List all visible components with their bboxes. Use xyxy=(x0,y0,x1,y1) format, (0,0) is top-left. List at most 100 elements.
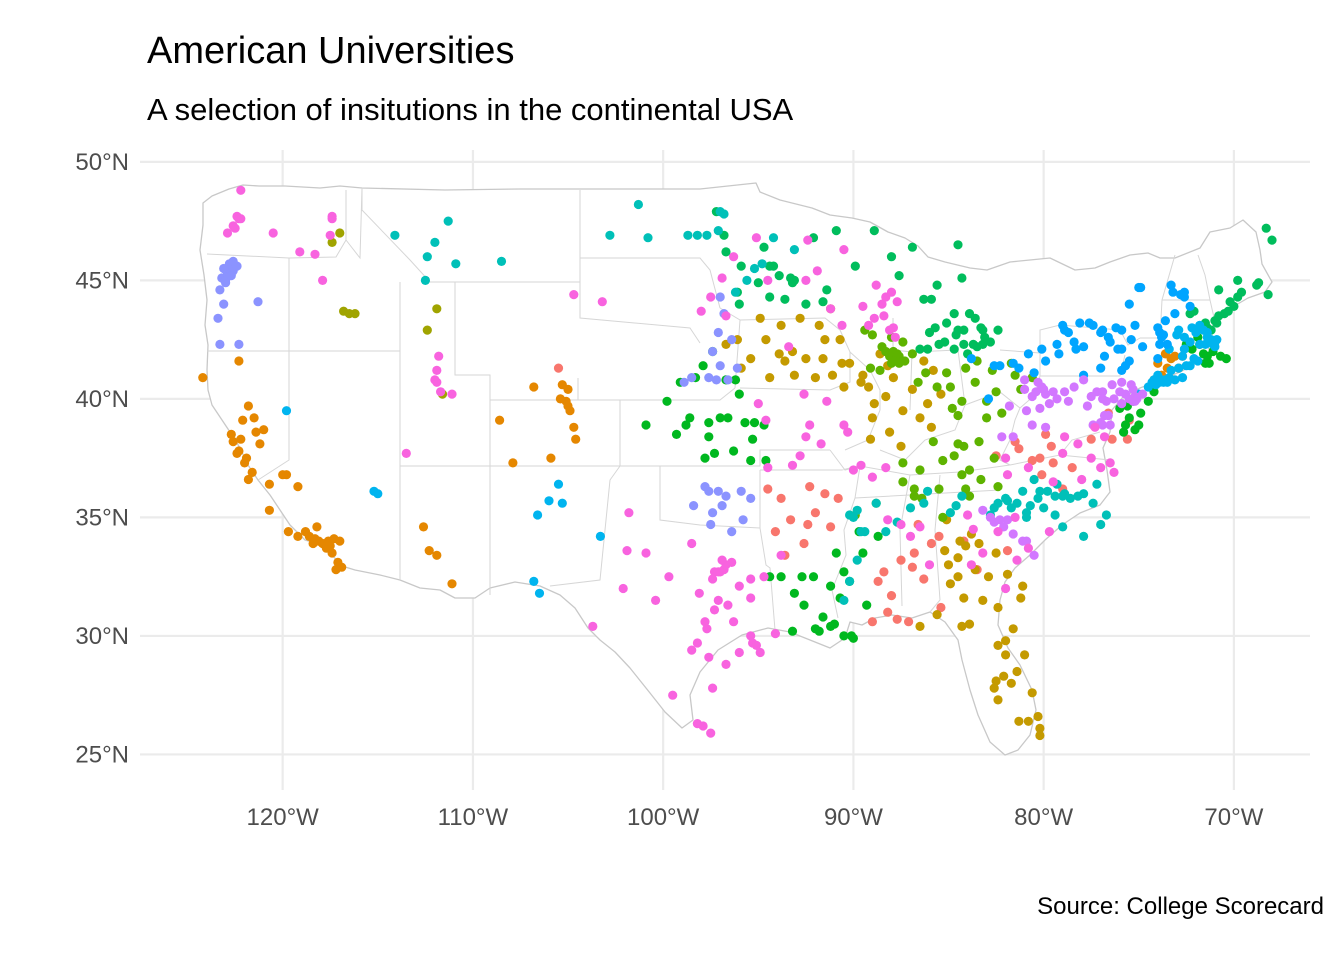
university-point xyxy=(727,557,737,568)
university-point xyxy=(953,410,963,421)
chart-caption: Source: College Scorecard xyxy=(1037,893,1324,920)
university-point xyxy=(696,306,706,316)
university-point xyxy=(723,600,733,610)
university-point xyxy=(900,356,910,366)
university-point xyxy=(856,460,866,470)
university-point xyxy=(1010,370,1020,380)
university-point xyxy=(729,446,739,456)
university-point xyxy=(858,301,868,311)
university-point xyxy=(1166,280,1176,290)
university-point xyxy=(721,491,731,501)
university-point xyxy=(1122,434,1132,444)
university-point xyxy=(1099,351,1110,361)
university-point xyxy=(293,482,303,492)
university-point xyxy=(974,437,984,447)
university-point xyxy=(1107,380,1117,390)
university-point xyxy=(892,297,902,307)
university-point xyxy=(668,690,678,700)
university-point xyxy=(964,619,975,629)
university-point xyxy=(704,418,714,428)
university-point xyxy=(1136,408,1146,418)
university-point xyxy=(982,413,992,423)
university-point xyxy=(953,572,963,582)
university-point xyxy=(759,242,769,252)
university-point xyxy=(789,245,800,255)
university-point xyxy=(803,235,813,245)
university-point xyxy=(797,572,807,582)
university-point xyxy=(886,287,897,297)
university-point xyxy=(264,479,274,489)
university-point xyxy=(839,595,849,606)
university-point xyxy=(588,621,598,632)
university-point xyxy=(1012,666,1022,677)
university-point xyxy=(496,256,507,266)
university-point xyxy=(1079,531,1089,542)
university-point xyxy=(826,522,836,532)
university-point xyxy=(1170,309,1180,319)
university-point xyxy=(1058,522,1068,532)
university-point xyxy=(983,572,994,582)
university-point xyxy=(997,432,1007,442)
university-point xyxy=(643,233,653,243)
university-point xyxy=(310,249,320,259)
university-point xyxy=(957,470,967,480)
university-point xyxy=(1063,396,1073,406)
university-point xyxy=(959,325,969,335)
university-point xyxy=(953,240,963,250)
y-axis-ticks: 50°N 45°N 40°N 35°N 30°N 25°N xyxy=(75,149,129,769)
university-point xyxy=(740,418,750,428)
university-point xyxy=(1077,474,1087,485)
university-point xyxy=(789,370,800,380)
university-point xyxy=(839,382,849,392)
university-point xyxy=(837,320,847,330)
university-point xyxy=(1176,290,1186,300)
university-point xyxy=(230,223,240,233)
university-point xyxy=(964,465,975,475)
university-point xyxy=(711,375,722,385)
university-point xyxy=(1008,529,1018,539)
university-point xyxy=(898,406,908,416)
university-point xyxy=(1185,361,1195,371)
university-point xyxy=(729,617,739,627)
university-point xyxy=(907,349,918,359)
university-point xyxy=(839,420,849,430)
university-point xyxy=(776,550,786,560)
university-point xyxy=(698,361,708,371)
university-point xyxy=(907,242,918,252)
university-point xyxy=(1130,396,1140,406)
university-point xyxy=(1075,318,1085,328)
university-point xyxy=(1166,365,1176,375)
university-point xyxy=(1002,470,1013,480)
university-point xyxy=(776,320,786,330)
y-tick-label: 35°N xyxy=(75,504,129,531)
university-point xyxy=(879,567,889,577)
university-point xyxy=(1162,377,1172,387)
university-point xyxy=(447,389,457,399)
university-point xyxy=(422,325,432,335)
university-point xyxy=(1177,373,1188,383)
university-point xyxy=(919,356,929,366)
university-point xyxy=(226,271,236,281)
university-point xyxy=(1044,527,1054,537)
x-tick-label: 90°W xyxy=(824,804,883,831)
university-point xyxy=(1147,377,1157,387)
university-point xyxy=(780,356,790,366)
university-point xyxy=(755,313,765,323)
university-point xyxy=(991,676,1001,686)
university-point xyxy=(651,595,661,606)
university-point xyxy=(1103,410,1113,421)
university-point xyxy=(727,527,737,537)
university-point xyxy=(816,439,826,449)
university-point xyxy=(867,413,878,423)
university-point xyxy=(553,363,564,373)
university-point xyxy=(801,299,811,309)
university-point xyxy=(508,458,518,468)
university-point xyxy=(1039,503,1049,513)
university-point xyxy=(308,538,318,549)
university-point xyxy=(1067,463,1077,473)
university-point xyxy=(904,617,914,627)
university-point xyxy=(1101,510,1111,520)
university-point xyxy=(1103,332,1113,342)
university-point xyxy=(938,512,948,523)
university-point xyxy=(1162,339,1172,349)
